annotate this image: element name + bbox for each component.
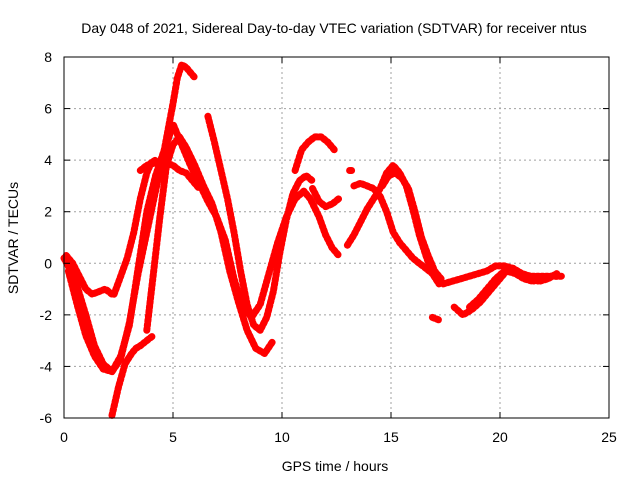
y-tick-label: 8 [44,49,52,65]
x-tick-labels: 0 5 10 15 20 25 [60,429,617,445]
series-trace-13 [378,169,445,283]
series-trace-6 [143,133,277,357]
x-tick-label: 20 [492,429,508,445]
series-trace-15 [428,313,443,324]
series-trace-12 [350,179,443,283]
y-tick-label: 0 [44,255,52,271]
plot-frame [63,56,610,419]
series-trace-2 [64,61,199,376]
series-trace-18 [466,264,561,311]
y-tick-label: 2 [44,204,52,220]
x-tick-label: 0 [60,429,68,445]
series-trace-7 [136,159,203,192]
y-tick-label: -4 [40,358,53,374]
series-trace-4 [108,332,157,419]
y-tick-label: -6 [40,410,53,426]
x-tick-label: 25 [601,429,617,445]
x-tick-label: 10 [274,429,290,445]
series-trace-8 [204,112,316,334]
series-layer [60,61,567,419]
x-axis-label: GPS time / hours [282,458,389,474]
y-tick-label: -2 [40,307,53,323]
x-tick-label: 5 [169,429,177,445]
y-tick-labels: -6 -4 -2 0 2 4 6 8 [40,49,53,426]
series-trace-3 [62,252,116,298]
x-tick-label: 15 [383,429,399,445]
series-trace-9 [291,133,338,174]
series-trace-10 [309,185,343,211]
tick-layer [63,56,610,419]
chart-title: Day 048 of 2021, Sidereal Day-to-day VTE… [81,20,587,36]
y-axis-label: SDTVAR / TECUs [5,182,21,294]
y-tick-label: 4 [44,152,52,168]
y-tick-label: 6 [44,101,52,117]
